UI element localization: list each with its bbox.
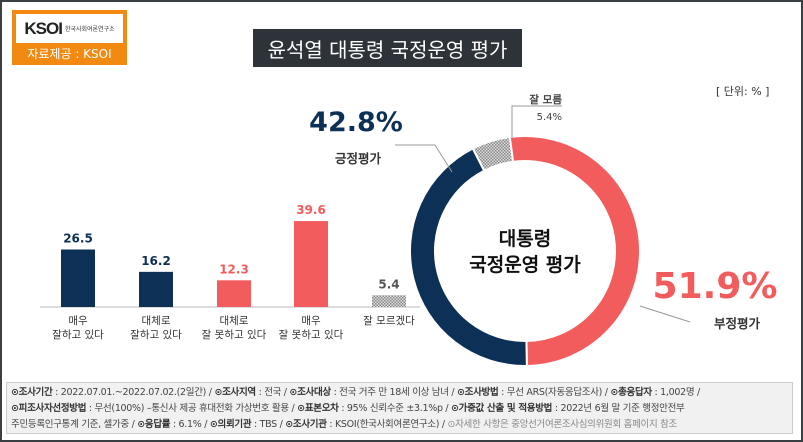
bar-value-label: 16.2: [141, 254, 171, 268]
footnote-line: 주민등록인구통계 기준, 셀가중 / ⊙응답률 : 6.1% / ⊙의뢰기관 :…: [11, 417, 788, 433]
footnote-value: ⊙자세한 사항은 중앙선거여론조사심의위원회 홈페이지 참조: [447, 419, 677, 430]
survey-footnote: ⊙조사기간 : 2022.07.01.~2022.07.02.(2일간) / ⊙…: [6, 382, 793, 434]
footnote-value: : 무선 ARS(자동응답조사) /: [498, 387, 611, 398]
page-title: 윤석열 대통령 국정운영 평가: [253, 29, 522, 67]
negative-label: 부정평가: [714, 316, 761, 331]
category-label: 매우: [301, 315, 321, 327]
leader-line: [395, 144, 453, 173]
unknown-percent: 5.4%: [537, 112, 562, 123]
category-label: 잘 못하고 있다: [202, 328, 267, 341]
footnote-value: : 1,002명 /: [651, 387, 701, 398]
footnote-key: ⊙조사대상: [289, 387, 331, 398]
footnote-line: ⊙피조사자선정방법 : 무선(100%) –통신사 제공 휴대전화 가상번호 활…: [11, 401, 788, 417]
logo-brand-sub: 한국사회여론연구소: [64, 26, 115, 33]
donut-center-label: 대통령: [499, 228, 551, 250]
category-label: 잘 모르겠다: [363, 315, 415, 327]
category-label: 잘하고 있다: [52, 328, 104, 341]
footnote-key: ⊙조사지역: [214, 387, 256, 398]
footnote-value: : 95% 신뢰수준 ±3.1%p /: [338, 403, 452, 414]
donut-slice: [508, 135, 642, 368]
bar-value-label: 39.6: [296, 203, 326, 217]
category-label: 매우: [68, 315, 88, 327]
bar: [372, 295, 406, 307]
footnote-value: : 2022.07.01.~2022.07.02.(2일간) /: [52, 387, 215, 398]
footnote-value: : 무선(100%) –통신사 제공 휴대전화 가상번호 활용 /: [86, 403, 298, 414]
bar: [139, 271, 173, 307]
footnote-key: ⊙피조사자선정방법: [11, 403, 87, 414]
footnote-key: ⊙의뢰기관: [209, 419, 252, 430]
source-caption: 자료제공 : KSOI: [27, 47, 112, 61]
positive-label: 긍정평가: [335, 151, 382, 166]
footnote-value: : 6.1% /: [170, 419, 210, 430]
footnote-value: : 2022년 6월 말 기준 행정안전부: [552, 403, 685, 414]
donut-center-label: 국정운영 평가: [469, 254, 581, 276]
category-label: 잘 못하고 있다: [279, 328, 344, 341]
logo-brand: KSOI: [24, 18, 63, 38]
leader-line: [511, 105, 562, 138]
negative-percent: 51.9%: [653, 266, 778, 307]
footnote-value: : KSOI(한국사회여론연구소) /: [326, 419, 448, 430]
footnote-key: ⊙가중값 산출 및 적용방법: [451, 403, 553, 414]
category-label: 잘하고 있다: [130, 328, 182, 341]
bar: [294, 221, 328, 307]
logo: KSOI 한국사회여론연구소 자료제공 : KSOI: [12, 10, 127, 65]
unit-label: [ 단위: % ]: [716, 85, 770, 98]
footnote-key: ⊙조사방법: [457, 387, 499, 398]
footnote-line: ⊙조사기간 : 2022.07.01.~2022.07.02.(2일간) / ⊙…: [11, 385, 788, 401]
category-label: 대체로: [142, 315, 171, 327]
footnote-value: : 전국 거주 만 18세 이상 남녀 /: [330, 387, 458, 398]
footnote-key: ⊙총응답자: [610, 387, 652, 398]
footnote-value: : 전국 /: [255, 387, 290, 398]
bar-value-label: 5.4: [378, 277, 399, 291]
leader-line: [639, 305, 691, 323]
category-label: 대체로: [220, 315, 249, 327]
footnote-value: 주민등록인구통계 기준, 셀가중 /: [11, 419, 138, 430]
bar: [61, 249, 95, 307]
positive-percent: 42.8%: [309, 107, 403, 138]
donut-slice: [409, 147, 528, 367]
footnote-key: ⊙응답률: [137, 419, 171, 430]
footnote-value: : TBS /: [251, 419, 286, 430]
unknown-label: 잘 모름: [529, 94, 562, 106]
footnote-key: ⊙조사기간: [11, 387, 53, 398]
bar-value-label: 12.3: [219, 262, 249, 276]
footnote-key: ⊙조사기관: [285, 419, 327, 430]
footnote-key: ⊙표본오차: [297, 403, 339, 414]
bar: [217, 280, 251, 307]
bar-value-label: 26.5: [63, 231, 93, 245]
